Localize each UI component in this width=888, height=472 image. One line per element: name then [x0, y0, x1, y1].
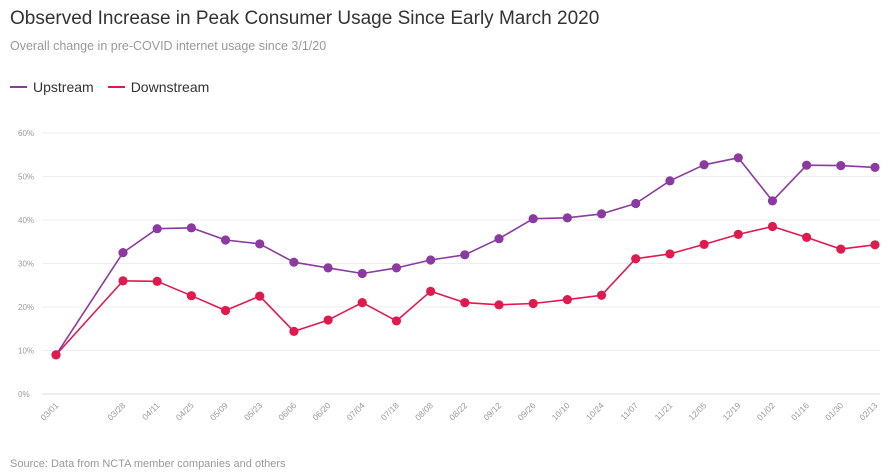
legend-item-upstream: Upstream [10, 79, 94, 95]
data-point-downstream [631, 254, 641, 264]
y-tick-label: 50% [18, 173, 34, 182]
data-point-downstream [596, 290, 607, 300]
data-point-downstream [220, 305, 231, 316]
data-point-upstream [426, 255, 436, 265]
x-tick-label: 03/01 [38, 400, 60, 422]
data-point-upstream [733, 153, 743, 163]
data-point-downstream [426, 286, 436, 296]
data-point-upstream [631, 198, 641, 209]
data-point-downstream [665, 249, 675, 259]
x-tick-label: 04/25 [174, 400, 196, 422]
data-point-downstream [357, 298, 367, 308]
data-point-downstream [562, 295, 572, 305]
data-point-downstream [836, 244, 846, 254]
legend-swatch-downstream [107, 86, 125, 88]
legend-swatch-upstream [10, 86, 27, 88]
data-point-upstream [494, 234, 504, 244]
data-point-upstream [255, 239, 265, 249]
data-point-upstream [802, 160, 812, 170]
data-point-upstream [699, 160, 709, 170]
x-tick-label: 11/21 [653, 400, 675, 422]
data-point-downstream [51, 350, 61, 360]
x-tick-label: 12/19 [721, 400, 743, 422]
x-tick-label: 08/08 [413, 400, 435, 422]
chart-source: Source: Data from NCTA member companies … [10, 458, 286, 470]
data-point-downstream [186, 291, 196, 301]
data-point-upstream [562, 213, 572, 223]
data-point-downstream [494, 300, 504, 310]
x-tick-label: 07/18 [379, 400, 401, 422]
data-point-downstream [255, 291, 265, 301]
series-line-downstream [55, 225, 876, 356]
x-tick-label: 12/05 [686, 400, 708, 422]
x-tick-label: 06/20 [310, 400, 332, 422]
data-point-upstream [460, 250, 470, 260]
data-point-upstream [870, 162, 880, 172]
legend-label-upstream: Upstream [33, 79, 94, 95]
data-point-upstream [220, 235, 231, 245]
data-point-downstream [528, 298, 538, 309]
data-point-upstream [665, 176, 675, 186]
x-tick-label: 11/07 [618, 400, 640, 422]
x-tick-label: 07/04 [345, 400, 367, 422]
x-tick-label: 09/26 [515, 400, 537, 422]
legend-label-downstream: Downstream [130, 79, 210, 95]
data-point-upstream [391, 263, 402, 273]
x-tick-label: 03/28 [105, 400, 127, 422]
x-tick-label: 05/09 [208, 400, 230, 422]
data-point-downstream [118, 276, 128, 286]
x-tick-label: 01/16 [789, 400, 811, 422]
data-point-downstream [391, 316, 402, 326]
data-point-downstream [152, 276, 162, 286]
x-tick-label: 09/12 [481, 400, 503, 422]
x-tick-label: 10/24 [584, 400, 606, 422]
data-point-downstream [699, 239, 709, 249]
chart-title: Observed Increase in Peak Consumer Usage… [10, 8, 600, 29]
data-point-upstream [596, 209, 607, 219]
data-point-upstream [767, 196, 778, 206]
x-tick-label: 10/10 [550, 400, 572, 422]
data-point-downstream [323, 315, 333, 325]
legend-item-downstream: Downstream [107, 79, 210, 95]
x-tick-label: 01/30 [823, 400, 845, 422]
y-tick-label: 40% [18, 216, 34, 225]
data-point-upstream [186, 223, 196, 233]
y-tick-label: 60% [18, 129, 34, 138]
data-point-upstream [289, 257, 299, 267]
legend: Upstream Downstream [10, 79, 223, 95]
data-point-downstream [460, 298, 470, 308]
series-line-upstream [55, 157, 876, 356]
y-tick-label: 0% [18, 390, 30, 399]
y-tick-label: 10% [18, 347, 34, 356]
x-tick-label: 02/13 [857, 400, 879, 422]
data-point-upstream [118, 248, 128, 258]
x-tick-label: 08/22 [447, 400, 469, 422]
x-tick-label: 01/02 [755, 400, 777, 422]
data-point-downstream [870, 240, 880, 250]
data-point-upstream [323, 263, 333, 273]
chart-subtitle: Overall change in pre-COVID internet usa… [10, 39, 327, 53]
x-tick-label: 05/23 [242, 400, 264, 422]
x-tick-label: 06/06 [276, 400, 298, 422]
y-tick-label: 30% [18, 260, 34, 269]
data-point-downstream [802, 232, 812, 242]
x-tick-label: 04/11 [140, 400, 162, 422]
data-point-downstream [733, 229, 743, 239]
data-point-downstream [767, 221, 778, 232]
data-point-upstream [357, 268, 367, 279]
data-point-upstream [528, 214, 538, 224]
data-point-upstream [836, 161, 846, 171]
data-point-downstream [289, 326, 299, 336]
y-tick-label: 20% [18, 303, 34, 312]
data-point-upstream [152, 224, 162, 234]
